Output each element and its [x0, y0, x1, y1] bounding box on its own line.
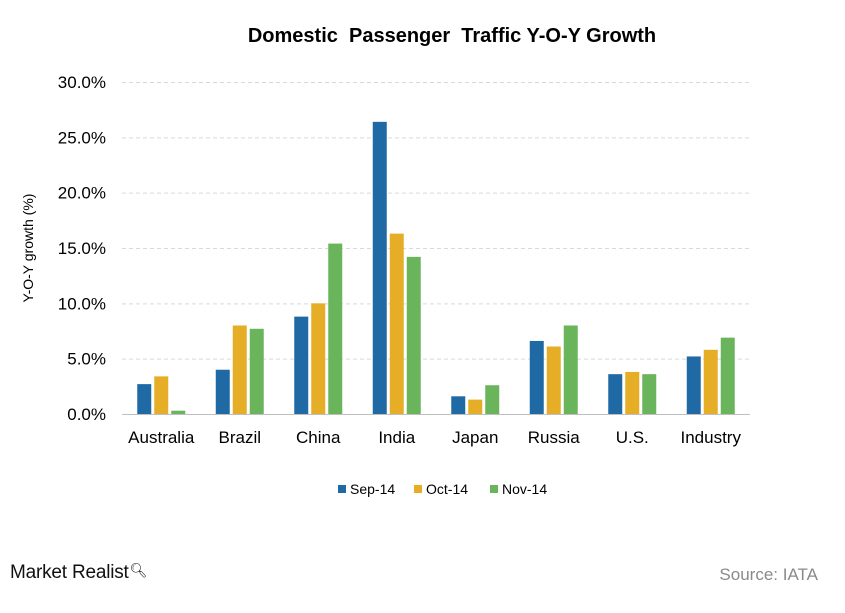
x-tick-label: Russia: [528, 428, 581, 447]
y-axis-label: Y-O-Y growth (%): [20, 194, 36, 303]
x-tick-label: Brazil: [218, 428, 261, 447]
gridlines: [122, 82, 750, 360]
bar: [485, 385, 500, 414]
bar: [703, 349, 718, 414]
y-tick-label: 10.0%: [58, 294, 106, 313]
legend-label: Sep-14: [350, 481, 395, 497]
bars: [137, 121, 735, 414]
magnifier-icon: 🔍︎: [129, 562, 148, 578]
bar: [642, 374, 657, 414]
source-note: Source: IATA: [719, 565, 818, 584]
bar: [311, 303, 326, 414]
y-tick-label: 20.0%: [58, 184, 106, 203]
brand-name: Market Realist: [10, 562, 129, 583]
bar: [372, 121, 387, 414]
x-tick-label: U.S.: [616, 428, 649, 447]
brand-logo: Market Realist🔍︎: [10, 562, 147, 584]
legend-label: Oct-14: [426, 481, 468, 497]
legend-swatch: [490, 485, 498, 493]
x-axis-categories: Australia Brazil China India Japan Russia U.S.…: [128, 428, 741, 447]
bar: [563, 325, 578, 414]
y-tick-label: 25.0%: [58, 128, 106, 147]
x-tick-label: Industry: [681, 428, 742, 447]
x-tick-label: China: [296, 428, 341, 447]
bar: [232, 325, 247, 414]
bar: [451, 396, 466, 414]
bar: [249, 328, 264, 414]
bar: [137, 384, 152, 414]
bar: [215, 369, 230, 414]
x-tick-label: Japan: [452, 428, 498, 447]
bar: [389, 233, 404, 414]
bar: [720, 337, 735, 414]
chart-title: Domestic Passenger Traffic Y-O-Y Growth: [248, 25, 656, 47]
y-tick-label: 30.0%: [58, 73, 106, 92]
bar: [294, 316, 309, 414]
bar: [154, 376, 169, 414]
y-tick-label: 5.0%: [67, 350, 106, 369]
y-tick-label: 15.0%: [58, 239, 106, 258]
legend-swatch: [414, 485, 422, 493]
legend-swatch: [338, 485, 346, 493]
legend-label: Nov-14: [502, 481, 547, 497]
bar: [529, 340, 544, 414]
bar: [686, 356, 701, 414]
bar: [468, 399, 483, 414]
bar: [546, 346, 561, 414]
bar: [171, 410, 186, 414]
y-tick-label: 0.0%: [67, 405, 106, 424]
x-tick-label: Australia: [128, 428, 195, 447]
x-tick-label: India: [378, 428, 415, 447]
bar: [328, 243, 343, 414]
bar: [608, 374, 623, 414]
legend: Sep-14 Oct-14 Nov-14: [338, 481, 547, 497]
bar: [625, 371, 640, 414]
bar: [406, 256, 421, 414]
y-axis-ticks: 0.0% 5.0% 10.0% 15.0% 20.0% 25.0% 30.0%: [58, 73, 106, 424]
